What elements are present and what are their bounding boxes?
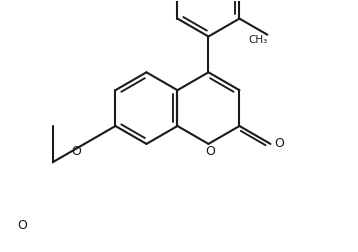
Text: O: O [275, 137, 284, 150]
Text: O: O [72, 145, 82, 158]
Text: CH₃: CH₃ [249, 35, 268, 45]
Text: O: O [205, 145, 215, 158]
Text: O: O [18, 219, 27, 232]
